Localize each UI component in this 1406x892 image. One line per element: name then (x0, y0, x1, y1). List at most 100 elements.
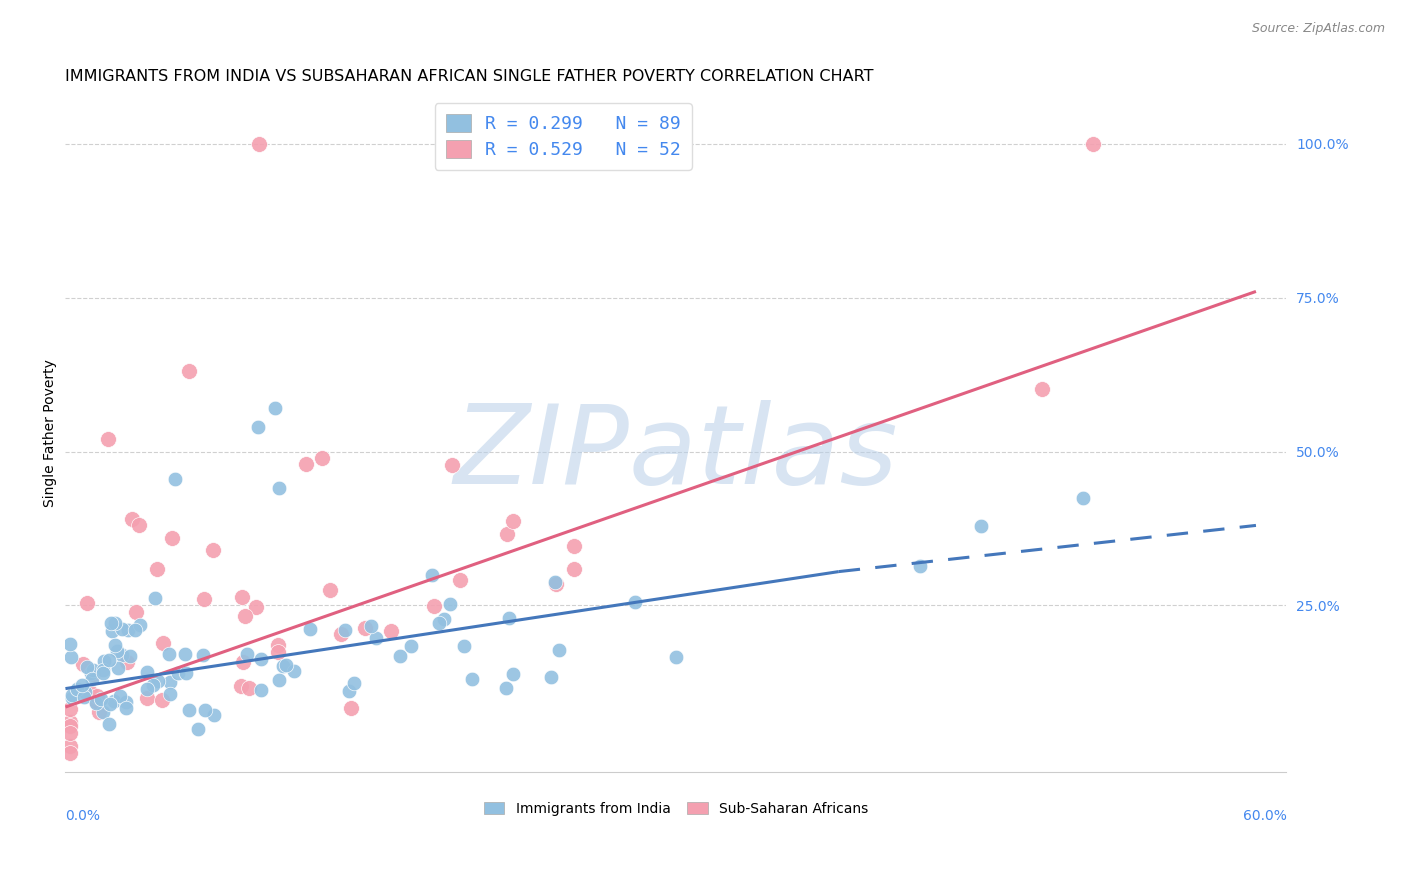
Text: 60.0%: 60.0% (1243, 809, 1286, 823)
Point (238, 681, 260, 695)
Point (496, 527, 519, 541)
Point (129, 618, 152, 632)
Point (159, 675, 181, 690)
Point (76, 596, 98, 610)
Point (970, 519, 993, 533)
Point (58, 637, 80, 651)
Point (266, 638, 288, 652)
Point (103, 694, 125, 708)
Point (84, 696, 107, 710)
Point (201, 543, 224, 558)
Point (174, 665, 197, 680)
Point (247, 420, 270, 434)
Point (93, 705, 115, 719)
Legend: Immigrants from India, Sub-Saharan Africans: Immigrants from India, Sub-Saharan Afric… (484, 802, 869, 815)
Point (76, 660, 98, 674)
Point (540, 670, 562, 684)
Point (58, 719, 80, 733)
Point (232, 656, 254, 670)
Point (58, 746, 80, 760)
Point (360, 619, 382, 633)
Point (150, 693, 173, 707)
Point (177, 703, 200, 717)
Point (449, 573, 471, 587)
Point (502, 666, 524, 681)
Point (73, 685, 96, 699)
Point (97, 432, 120, 446)
Point (125, 605, 148, 619)
Point (495, 681, 517, 695)
Point (58, 739, 80, 753)
Point (152, 636, 174, 650)
Point (128, 518, 150, 533)
Point (136, 682, 159, 697)
Point (103, 615, 125, 630)
Point (84, 694, 107, 708)
Point (562, 539, 585, 553)
Point (191, 648, 214, 662)
Point (82, 666, 104, 681)
Point (665, 650, 688, 665)
Point (546, 577, 568, 591)
Point (58, 701, 80, 715)
Point (124, 623, 146, 637)
Y-axis label: Single Father Poverty: Single Father Poverty (44, 359, 58, 507)
Point (145, 591, 167, 606)
Text: Source: ZipAtlas.com: Source: ZipAtlas.com (1251, 22, 1385, 36)
Point (245, 599, 267, 614)
Point (562, 562, 585, 576)
Point (100, 615, 122, 630)
Point (502, 514, 524, 528)
Point (101, 624, 124, 638)
Point (73, 690, 96, 705)
Text: 0.0%: 0.0% (66, 809, 100, 823)
Point (86, 689, 108, 703)
Point (236, 647, 259, 661)
Point (146, 674, 169, 689)
Point (120, 648, 142, 663)
Point (173, 647, 195, 661)
Point (114, 701, 136, 715)
Point (544, 574, 567, 589)
Point (231, 590, 253, 604)
Point (433, 612, 456, 626)
Point (264, 401, 287, 416)
Point (249, 652, 271, 666)
Point (298, 622, 321, 636)
Point (98, 697, 121, 711)
Point (461, 672, 484, 686)
Point (59, 726, 82, 740)
Point (135, 691, 157, 706)
Point (311, 450, 333, 465)
Point (136, 665, 159, 679)
Point (60, 688, 83, 702)
Point (60, 650, 83, 665)
Point (93, 653, 115, 667)
Point (624, 595, 647, 609)
Point (389, 648, 412, 663)
Point (160, 531, 183, 545)
Point (548, 643, 571, 657)
Point (193, 592, 215, 607)
Point (274, 657, 297, 672)
Point (337, 684, 360, 698)
Point (1081, 136, 1104, 151)
Point (111, 622, 134, 636)
Point (59, 715, 82, 730)
Point (440, 458, 463, 472)
Point (72, 657, 94, 671)
Point (354, 621, 377, 635)
Point (233, 608, 256, 623)
Point (90, 691, 112, 706)
Point (98, 653, 121, 667)
Point (380, 624, 402, 639)
Point (80, 673, 103, 687)
Point (420, 568, 443, 582)
Point (187, 722, 209, 736)
Point (229, 679, 252, 693)
Point (498, 611, 520, 625)
Point (179, 364, 201, 378)
Point (250, 683, 273, 698)
Point (159, 687, 181, 701)
Point (60, 690, 83, 705)
